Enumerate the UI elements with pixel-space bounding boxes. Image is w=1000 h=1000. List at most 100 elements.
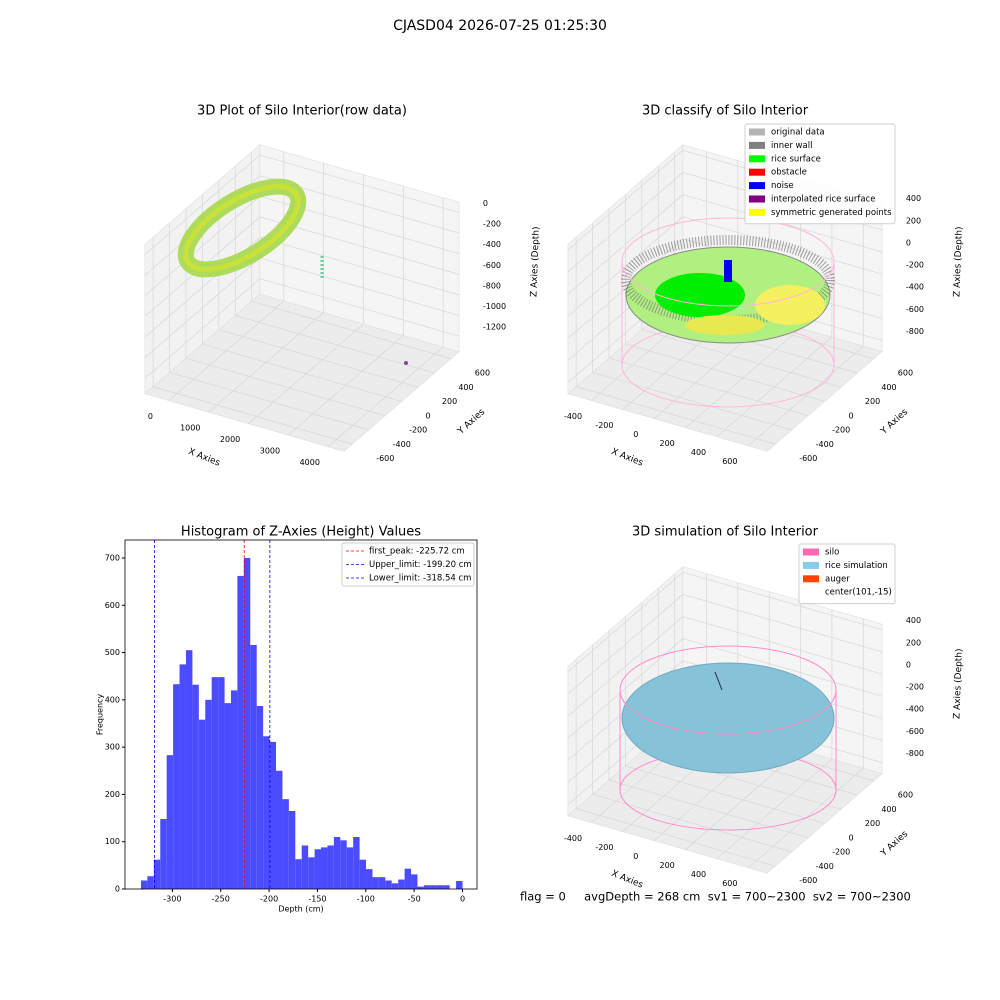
y-tick-label: -200 [832,426,850,435]
x-tick-label: 200 [659,861,674,870]
z-tick-label: -1000 [483,302,506,311]
z-tick-label: -400 [906,705,924,714]
bar [327,845,334,889]
z-tick-label: -200 [483,220,501,229]
z-tick-label: -400 [906,283,924,292]
y-tick-label: -400 [816,440,834,449]
z-tick-label: 0 [906,238,911,247]
bar [166,755,174,889]
bar [179,664,186,889]
bar [237,575,244,889]
legend-swatch [749,208,765,216]
grid-line [567,216,684,317]
y-axis-label: Y Axies [878,407,910,437]
x-tick-label: 1000 [180,424,200,433]
grid-line [625,343,825,402]
surface-simulation [619,645,837,831]
panel-title: 3D Plot of Silo Interior(row data) [197,104,407,119]
y-tick-label: 200 [865,397,880,406]
legend-label: rice surface [771,154,821,164]
bar [198,719,206,889]
grid-line [153,386,353,445]
y-tick-label: -400 [816,862,834,871]
grid-line [144,257,261,358]
bar [263,736,270,889]
grid-line [185,357,386,417]
z-tick-label: -800 [906,749,924,758]
z-tick-label: 400 [906,616,921,625]
grid-line [567,638,684,739]
bar [314,849,322,889]
legend-label: noise [771,181,794,191]
x-tick-label: -50 [408,895,421,904]
legend-label: silo [825,548,839,558]
x-tick-label: 2000 [220,435,240,444]
bar [160,819,167,889]
bar [378,877,386,889]
y-tick-label: 600 [898,791,913,800]
z-tick-label: -600 [906,305,924,314]
legend-swatch [749,155,765,163]
legend-label: Upper_limit: -199.20 cm [369,560,472,570]
x-axis-label: Depth (cm) [278,905,323,914]
legend-swatch [803,575,819,583]
legend-swatch [803,548,819,556]
bar [404,868,412,889]
bar [243,557,251,889]
legend-box [798,543,896,605]
y-tick-label: 200 [442,397,457,406]
z-tick-label: -800 [483,281,501,290]
legend-swatch [749,141,765,149]
bar [340,840,347,889]
grid-line [567,172,684,273]
y-tick-label: 600 [898,369,913,378]
legend-swatch [749,128,765,136]
bar [372,877,379,889]
y-axis-label: Y Axies [878,829,910,859]
bar [173,684,180,889]
x-tick-label: 0 [148,412,153,421]
z-tick-label: 200 [906,638,921,647]
bar [250,644,257,889]
bar [436,885,444,889]
figure-title: CJASD04 2026-07-25 01:25:30 [393,18,607,34]
panel-title: 3D classify of Silo Interior [642,104,809,119]
y-tick-label: 400 [105,695,120,704]
legend-label: first_peak: -225.72 cm [369,547,465,557]
bar [218,677,225,889]
legend-label: interpolated rice surface [771,195,876,205]
bar [211,677,219,889]
point-cloud-raw [177,178,408,365]
grid-line [567,616,684,717]
panel-title: 3D simulation of Silo Interior [632,525,819,540]
bar [443,885,450,889]
x-tick-label: 400 [691,870,706,879]
grid-line [682,616,883,675]
bar [288,810,296,889]
y-tick-label: 400 [881,805,896,814]
point-cloud-classified [621,217,835,408]
grid-line [259,154,460,213]
x-tick-label: 200 [659,439,674,448]
z-tick-label: -200 [906,683,924,692]
grid-line [576,386,776,445]
x-tick-label: -300 [163,895,181,904]
z-tick-label: 0 [483,199,488,208]
bar [456,880,463,889]
bar [417,886,424,889]
grid-line [259,278,460,337]
bar [346,847,354,889]
y-tick-label: 700 [105,553,120,562]
grid-line [608,779,809,839]
z-axis-label: Z Axies (Depth) [952,648,964,719]
x-tick-label: -200 [595,421,613,430]
legend-box [744,123,896,225]
bar [256,705,264,889]
x-tick-label: -400 [564,412,582,421]
bar [385,880,392,889]
x-tick-label: -250 [212,895,230,904]
grid-line [567,572,684,673]
z-tick-label: -600 [906,727,924,736]
grid-line [567,594,684,695]
